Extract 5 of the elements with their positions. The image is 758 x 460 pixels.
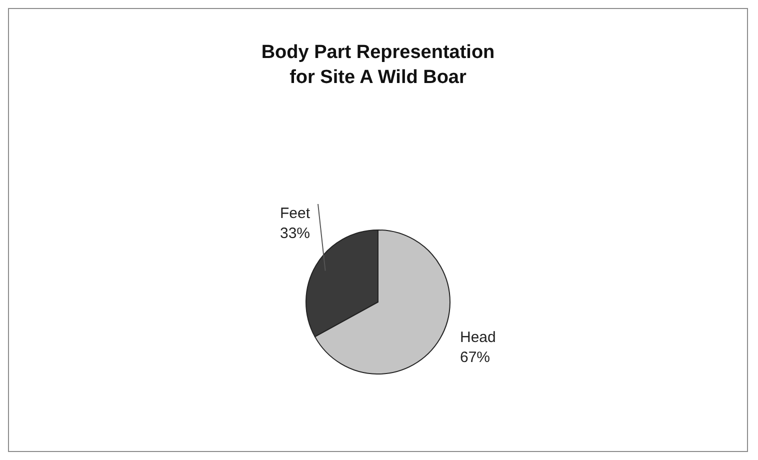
data-label: 67% [460,349,490,366]
slice-label: Feet [280,205,311,222]
data-label: 33% [280,225,310,242]
slice-label: Head [460,329,496,346]
chart-title: Body Part Representation for Site A Wild Boar [261,42,495,88]
